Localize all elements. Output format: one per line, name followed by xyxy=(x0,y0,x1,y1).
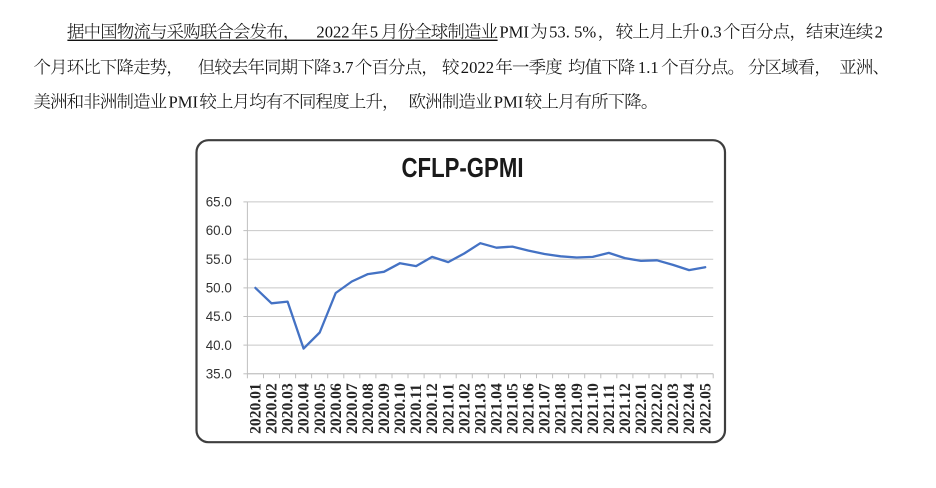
svg-text:2021.08: 2021.08 xyxy=(553,383,570,434)
svg-text:2020.01: 2020.01 xyxy=(248,383,265,434)
svg-text:2: 2 xyxy=(875,23,883,42)
svg-text:53.: 53. xyxy=(549,23,570,42)
svg-text:PMI: PMI xyxy=(169,93,199,112)
svg-text:2020.06: 2020.06 xyxy=(328,383,345,434)
svg-text:2020.09: 2020.09 xyxy=(376,383,393,434)
svg-text:2021.12: 2021.12 xyxy=(617,383,634,434)
svg-text:3.7: 3.7 xyxy=(333,58,354,77)
svg-text:5: 5 xyxy=(370,23,378,42)
svg-text:45.0: 45.0 xyxy=(206,309,232,324)
svg-text:2022: 2022 xyxy=(461,58,494,77)
svg-text:2020.07: 2020.07 xyxy=(344,383,361,434)
svg-text:1.1: 1.1 xyxy=(638,58,659,77)
svg-text:2021.06: 2021.06 xyxy=(521,383,538,434)
svg-text:50.0: 50.0 xyxy=(206,281,232,296)
svg-text:2020.03: 2020.03 xyxy=(280,383,297,434)
svg-text:0.3: 0.3 xyxy=(701,23,722,42)
svg-text:2020.11: 2020.11 xyxy=(408,384,425,434)
svg-text:2021.07: 2021.07 xyxy=(537,383,554,434)
svg-text:CFLP-GPMI: CFLP-GPMI xyxy=(402,152,524,183)
svg-text:55.0: 55.0 xyxy=(206,252,232,267)
svg-text:40.0: 40.0 xyxy=(206,338,232,353)
svg-text:35.0: 35.0 xyxy=(206,367,232,382)
svg-text:5%: 5% xyxy=(574,23,596,42)
svg-text:2022.04: 2022.04 xyxy=(681,383,698,434)
svg-text:60.0: 60.0 xyxy=(206,223,232,238)
svg-text:2020.10: 2020.10 xyxy=(392,383,409,434)
svg-text:PMI: PMI xyxy=(499,23,529,42)
svg-text:2020.08: 2020.08 xyxy=(360,383,377,434)
svg-text:2021.10: 2021.10 xyxy=(585,383,602,434)
svg-text:2021.11: 2021.11 xyxy=(601,384,618,434)
svg-text:2021.02: 2021.02 xyxy=(456,383,473,434)
svg-text:2021.09: 2021.09 xyxy=(569,383,586,434)
svg-text:2021.03: 2021.03 xyxy=(472,383,489,434)
svg-text:2022.03: 2022.03 xyxy=(665,383,682,434)
svg-text:PMI: PMI xyxy=(494,93,524,112)
svg-text:2020.12: 2020.12 xyxy=(424,383,441,434)
svg-text:65.0: 65.0 xyxy=(206,195,232,210)
svg-text:2021.01: 2021.01 xyxy=(440,383,457,434)
svg-text:2021.04: 2021.04 xyxy=(489,383,506,434)
svg-text:2020.02: 2020.02 xyxy=(264,383,281,434)
svg-text:2021.05: 2021.05 xyxy=(505,383,522,434)
svg-text:2020.05: 2020.05 xyxy=(312,383,329,434)
svg-text:2022.02: 2022.02 xyxy=(649,383,666,434)
svg-text:2022.01: 2022.01 xyxy=(633,383,650,434)
svg-text:2020.04: 2020.04 xyxy=(296,383,313,434)
svg-text:2022.05: 2022.05 xyxy=(697,383,714,434)
svg-text:2022: 2022 xyxy=(316,23,349,42)
